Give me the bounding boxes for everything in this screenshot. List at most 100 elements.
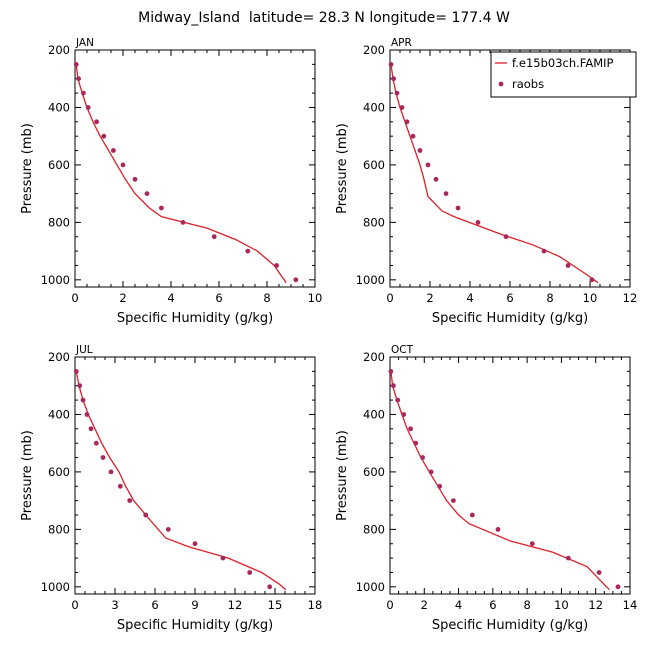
- raobs-point: [410, 133, 416, 139]
- raobs-point: [475, 220, 481, 225]
- y-tick-label: 600: [48, 465, 70, 479]
- raobs-point: [495, 527, 501, 532]
- y-tick-label: 400: [48, 100, 70, 114]
- raobs-point: [417, 148, 423, 153]
- panel-label: JUL: [75, 344, 93, 356]
- x-axis-label: Specific Humidity (g/kg): [432, 311, 588, 326]
- x-tick-label: 9: [191, 598, 198, 612]
- raobs-point: [127, 498, 133, 503]
- y-tick-label: 800: [48, 215, 70, 229]
- x-tick-label: 12: [228, 598, 243, 612]
- x-tick-label: 14: [623, 598, 638, 612]
- raobs-point: [159, 205, 164, 211]
- y-tick-label: 800: [363, 522, 385, 536]
- y-tick-label: 800: [48, 522, 70, 536]
- x-tick-label: 2: [119, 291, 126, 305]
- x-tick-label: 4: [167, 291, 174, 305]
- y-tick-label: 400: [48, 407, 70, 421]
- x-tick-label: 12: [623, 291, 638, 305]
- raobs-point: [220, 555, 226, 561]
- x-tick-label: 10: [308, 291, 323, 305]
- raobs-point: [399, 105, 405, 110]
- y-tick-label: 200: [48, 43, 70, 57]
- raobs-point: [596, 570, 602, 575]
- x-tick-label: 8: [546, 291, 553, 305]
- y-axis-label: Pressure (mb): [20, 123, 35, 214]
- raobs-point: [589, 277, 595, 283]
- panel-label: APR: [391, 37, 412, 49]
- raobs-point: [165, 527, 171, 532]
- x-tick-label: 4: [466, 291, 473, 305]
- raobs-point: [143, 512, 149, 518]
- raobs-point: [180, 220, 186, 225]
- y-tick-label: 200: [363, 43, 385, 57]
- raobs-point: [541, 248, 547, 254]
- y-axis-label: Pressure (mb): [335, 123, 350, 214]
- raobs-point: [85, 105, 91, 110]
- panel-jan: 0 2 4 6 8 10 200 400 600 800 1000 JAN Specific Humid…: [20, 37, 322, 326]
- x-axis-label: Specific Humidity (g/kg): [117, 311, 273, 326]
- y-tick-label: 400: [363, 100, 385, 114]
- legend-model-label: f.e15b03ch.FAMIP: [512, 56, 614, 70]
- raobs-point: [80, 397, 86, 403]
- raobs-point: [615, 584, 621, 590]
- y-tick-label: 600: [48, 158, 70, 172]
- raobs-point: [428, 469, 434, 475]
- x-tick-label: 12: [588, 598, 603, 612]
- raobs-point: [117, 483, 123, 489]
- raobs-point: [388, 62, 394, 67]
- legend: f.e15b03ch.FAMIP raobs: [490, 51, 637, 98]
- x-tick-label: 15: [268, 598, 283, 612]
- raobs-point: [401, 412, 407, 417]
- x-axis-label: Specific Humidity (g/kg): [432, 618, 588, 633]
- raobs-point: [293, 277, 299, 283]
- panel-jul: 0 3 6 9 12 15 18 200 400 600 800 1000 JUL Specific Hu…: [20, 344, 322, 633]
- panel-label: JAN: [75, 37, 94, 49]
- raobs-point: [413, 440, 419, 446]
- raobs-point: [451, 498, 456, 503]
- panel-oct: 0 2 4 6 8 10 12 14 200 400 600 800 1000 OCT Specific H…: [335, 344, 637, 633]
- model-profile-line: [390, 371, 610, 591]
- raobs-point: [443, 191, 449, 197]
- raobs-point: [144, 191, 150, 197]
- raobs-point: [94, 119, 99, 125]
- x-tick-label: 6: [215, 291, 222, 305]
- x-tick-label: 10: [554, 598, 569, 612]
- x-tick-label: 6: [489, 598, 496, 612]
- raobs-point: [404, 119, 410, 125]
- raobs-point: [469, 512, 475, 518]
- y-axis-label: Pressure (mb): [20, 430, 35, 521]
- x-tick-label: 0: [71, 291, 78, 305]
- raobs-point: [93, 440, 99, 446]
- y-tick-label: 1000: [356, 273, 385, 287]
- raobs-point: [267, 584, 273, 590]
- figure-title: Midway_Island latitude= 28.3 N longitude…: [138, 10, 510, 26]
- x-tick-label: 4: [455, 598, 462, 612]
- raobs-point: [565, 263, 571, 268]
- raobs-point: [247, 570, 253, 575]
- model-profile-line: [75, 64, 287, 284]
- raobs-point: [391, 76, 396, 82]
- raobs-point: [408, 426, 413, 432]
- x-tick-label: 2: [421, 598, 428, 612]
- raobs-point: [503, 234, 509, 240]
- x-tick-label: 6: [506, 291, 513, 305]
- raobs-point: [81, 90, 86, 96]
- legend-box: [490, 51, 637, 98]
- raobs-point: [274, 263, 279, 268]
- x-tick-label: 8: [263, 291, 270, 305]
- x-tick-label: 0: [386, 291, 393, 305]
- plot-frame: [389, 356, 631, 595]
- x-tick-label: 18: [308, 598, 323, 612]
- x-tick-label: 2: [426, 291, 433, 305]
- raobs-point: [101, 133, 107, 139]
- x-tick-label: 0: [386, 598, 393, 612]
- y-tick-label: 200: [363, 350, 385, 364]
- raobs-point: [88, 426, 94, 432]
- x-tick-label: 10: [583, 291, 598, 305]
- raobs-point: [388, 369, 394, 374]
- raobs-point: [108, 469, 114, 475]
- raobs-point: [245, 248, 251, 254]
